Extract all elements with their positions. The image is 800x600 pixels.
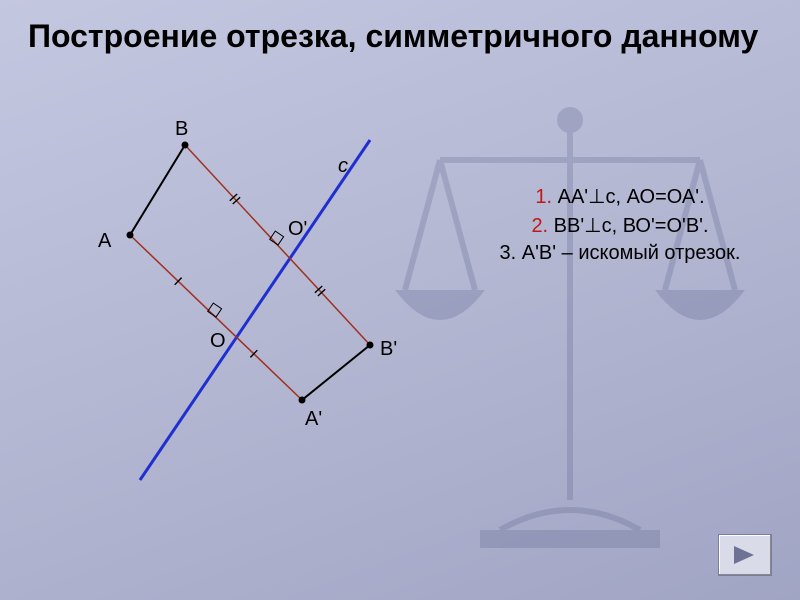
diagram-label: А' — [305, 408, 322, 431]
step-1: 1. АА'⊥с, АО=ОА'. — [470, 184, 770, 209]
step-text: АА'⊥с, АО=ОА'. — [552, 186, 705, 208]
diagram-label: В' — [380, 338, 397, 361]
construction-steps: 1. АА'⊥с, АО=ОА'.2. ВВ'⊥с, ВО'=О'В'.3. А… — [470, 180, 770, 269]
diagram-label: с — [338, 155, 348, 178]
step-3: 3. А'В' – искомый отрезок. — [470, 242, 770, 265]
next-slide-button[interactable] — [718, 534, 772, 576]
geometry-diagram: А Вс О' О В' А' — [60, 120, 460, 500]
slide: Построение отрезка, симметричного данном… — [0, 0, 800, 600]
step-2: 2. ВВ'⊥с, ВО'=О'В'. — [470, 213, 770, 238]
play-forward-icon — [732, 544, 758, 566]
diagram-label: О — [210, 330, 226, 353]
diagram-label: А — [98, 230, 111, 253]
step-number: 1. — [535, 186, 552, 208]
step-number: 2. — [531, 215, 548, 237]
slide-title: Построение отрезка, симметричного данном… — [28, 18, 768, 55]
diagram-label: О' — [288, 218, 307, 241]
diagram-label: В — [175, 118, 188, 141]
step-number: 3. — [500, 242, 517, 264]
step-text: ВВ'⊥с, ВО'=О'В'. — [548, 215, 708, 237]
step-text: А'В' – искомый отрезок. — [516, 242, 740, 264]
